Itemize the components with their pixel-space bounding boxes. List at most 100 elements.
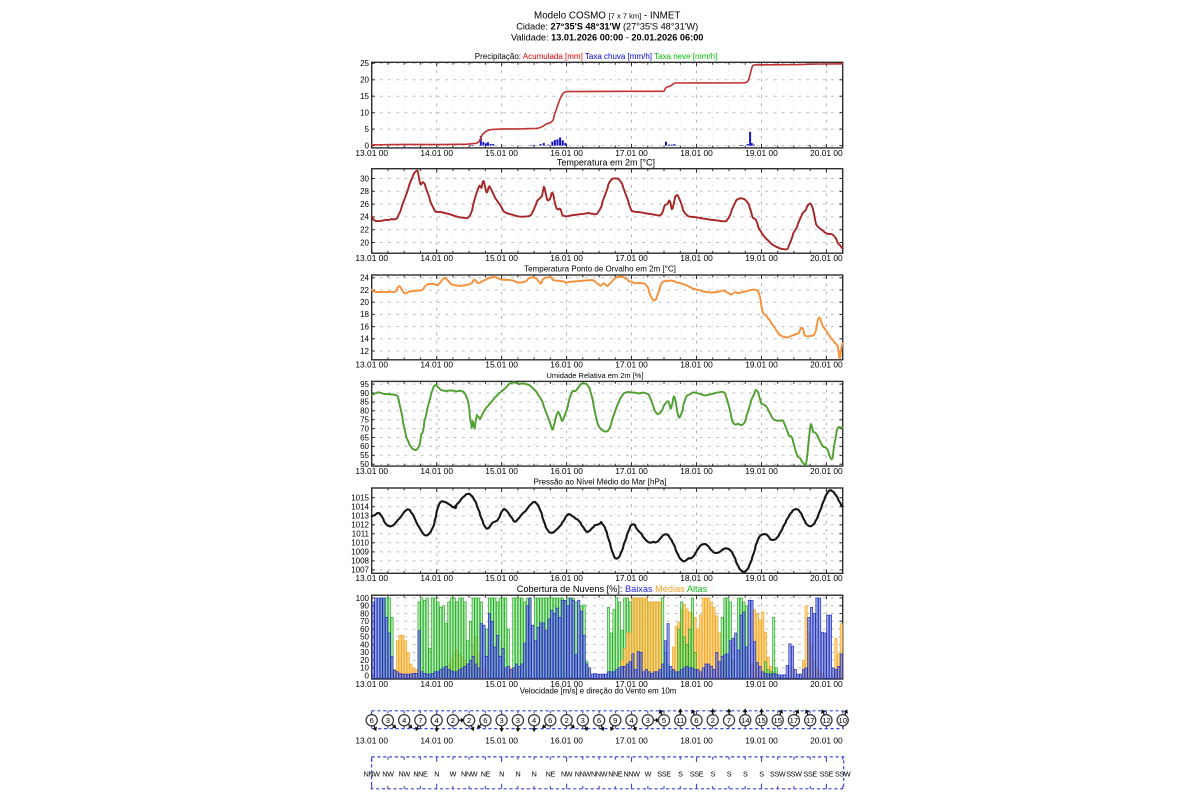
svg-text:18.01 00: 18.01 00 [680,735,713,745]
svg-text:Validade: 13.01.2026 00:00 - 2: Validade: 13.01.2026 00:00 - 20.01.2026 … [511,32,703,42]
svg-text:20.01 00: 20.01 00 [810,735,843,745]
svg-text:13.01 00: 13.01 00 [355,466,388,476]
svg-text:SSE: SSE [657,770,671,779]
svg-text:18.01 00: 18.01 00 [680,466,713,476]
svg-text:13.01 00: 13.01 00 [355,360,388,370]
svg-text:2: 2 [711,716,715,725]
svg-text:22: 22 [360,286,369,295]
svg-text:80: 80 [360,609,369,618]
svg-text:1015: 1015 [351,494,369,503]
svg-text:NNW: NNW [623,770,640,779]
svg-text:30: 30 [360,174,369,183]
svg-text:20.01 00: 20.01 00 [810,573,843,583]
svg-text:13.01 00: 13.01 00 [355,148,388,158]
svg-text:18: 18 [360,310,369,319]
svg-text:20: 20 [360,76,369,85]
svg-text:6: 6 [597,716,601,725]
svg-text:13.01 00: 13.01 00 [355,253,388,263]
svg-text:70: 70 [360,617,369,626]
svg-text:19.01 00: 19.01 00 [745,466,778,476]
svg-text:Umidade Relativa em 2m [%]: Umidade Relativa em 2m [%] [546,371,643,380]
svg-text:16.01 00: 16.01 00 [550,360,583,370]
svg-text:14.01 00: 14.01 00 [420,679,453,689]
svg-text:NW: NW [561,770,573,779]
svg-text:Cobertura de Nuvens [%]: Baixa: Cobertura de Nuvens [%]: Baixas Médias A… [517,584,708,594]
svg-text:55: 55 [360,451,369,460]
svg-text:6: 6 [694,716,698,725]
svg-text:7: 7 [727,716,731,725]
svg-text:W: W [450,770,457,779]
svg-text:19.01 00: 19.01 00 [745,253,778,263]
svg-text:3: 3 [386,716,390,725]
svg-text:15.01 00: 15.01 00 [485,253,518,263]
svg-text:16.01 00: 16.01 00 [550,735,583,745]
svg-text:10: 10 [360,109,369,118]
svg-text:40: 40 [360,640,369,649]
svg-text:90: 90 [360,389,369,398]
svg-text:NNW: NNW [591,770,608,779]
svg-text:1007: 1007 [351,566,369,575]
svg-text:17.01 00: 17.01 00 [615,253,648,263]
svg-text:Temperatura Ponto de Orvalho e: Temperatura Ponto de Orvalho em 2m [°C] [524,265,676,274]
svg-text:12: 12 [360,347,369,356]
svg-text:14.01 00: 14.01 00 [420,466,453,476]
svg-text:16.01 00: 16.01 00 [550,466,583,476]
svg-text:18.01 00: 18.01 00 [680,573,713,583]
svg-text:Temperatura em 2m [°C]: Temperatura em 2m [°C] [557,157,655,167]
svg-text:6: 6 [370,716,374,725]
svg-text:14.01 00: 14.01 00 [420,573,453,583]
svg-text:28: 28 [360,187,369,196]
svg-text:14.01 00: 14.01 00 [420,360,453,370]
svg-text:NNE: NNE [413,770,428,779]
svg-text:95: 95 [360,380,369,389]
svg-text:15.01 00: 15.01 00 [485,466,518,476]
svg-text:14.01 00: 14.01 00 [420,253,453,263]
svg-text:SSE: SSE [690,770,704,779]
svg-text:60: 60 [360,442,369,451]
svg-text:20.01 00: 20.01 00 [810,360,843,370]
svg-text:NNW: NNW [364,770,381,779]
svg-text:15: 15 [360,92,369,101]
svg-text:NNW: NNW [461,770,478,779]
svg-text:16: 16 [360,322,369,331]
svg-text:19.01 00: 19.01 00 [745,573,778,583]
svg-text:15: 15 [757,716,765,725]
svg-text:Precipitação: Acumulada [mm] T: Precipitação: Acumulada [mm] Taxa chuva … [475,52,718,61]
svg-text:1009: 1009 [351,548,369,557]
svg-text:24: 24 [360,213,369,222]
svg-text:4: 4 [532,716,536,725]
svg-text:18.01 00: 18.01 00 [680,148,713,158]
svg-text:13.01 00: 13.01 00 [355,679,388,689]
svg-text:10: 10 [360,664,369,673]
svg-text:12: 12 [822,716,830,725]
svg-text:18.01 00: 18.01 00 [680,253,713,263]
svg-text:2: 2 [451,716,455,725]
svg-text:80: 80 [360,407,369,416]
svg-text:90: 90 [360,602,369,611]
svg-text:6: 6 [483,716,487,725]
svg-text:15.01 00: 15.01 00 [485,679,518,689]
svg-text:20.01 00: 20.01 00 [810,679,843,689]
svg-text:30: 30 [360,648,369,657]
svg-text:14: 14 [741,716,749,725]
svg-text:NW: NW [382,770,394,779]
svg-text:Velocidade [m/s] e direção do: Velocidade [m/s] e direção do Vento em 1… [520,687,677,696]
svg-text:9: 9 [613,716,617,725]
svg-text:SSW: SSW [786,770,802,779]
svg-text:S: S [710,770,715,779]
svg-text:S: S [759,770,764,779]
svg-text:4: 4 [402,716,406,725]
svg-text:20.01 00: 20.01 00 [810,466,843,476]
svg-text:17.01 00: 17.01 00 [615,679,648,689]
svg-text:13.01 00: 13.01 00 [355,573,388,583]
svg-text:17.01 00: 17.01 00 [615,735,648,745]
svg-text:26: 26 [360,200,369,209]
svg-text:65: 65 [360,433,369,442]
svg-text:100: 100 [356,594,370,603]
svg-text:19.01 00: 19.01 00 [745,679,778,689]
svg-text:W: W [645,770,652,779]
svg-text:Modelo COSMO [7 x 7 km] - INME: Modelo COSMO [7 x 7 km] - INMET [534,11,680,22]
svg-text:2: 2 [564,716,568,725]
svg-text:5: 5 [365,125,370,134]
svg-text:14.01 00: 14.01 00 [420,148,453,158]
